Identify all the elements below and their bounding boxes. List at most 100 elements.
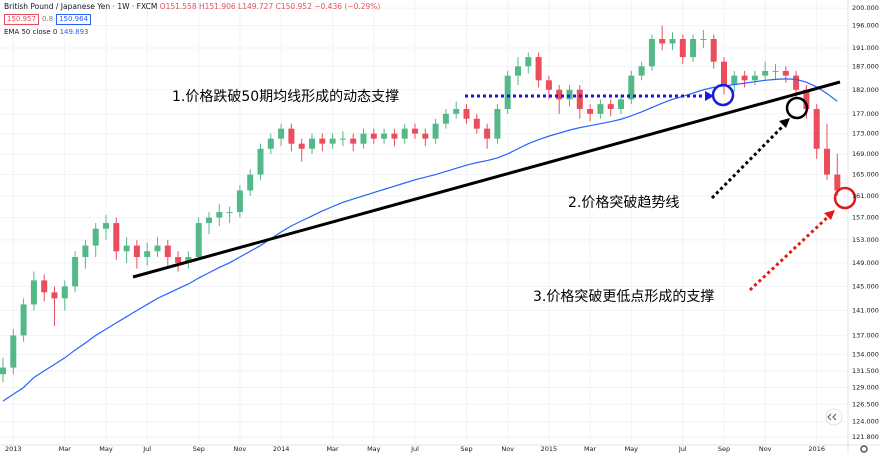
candle-body	[690, 38, 697, 58]
candle	[721, 57, 727, 95]
candle-body	[113, 223, 120, 252]
candle	[51, 286, 58, 327]
candle-body	[175, 257, 182, 263]
candle-body	[432, 123, 439, 139]
candle	[298, 138, 305, 162]
red-dotted-arrow	[748, 212, 833, 292]
candle	[638, 61, 645, 81]
candle	[772, 64, 779, 81]
candle	[123, 237, 130, 263]
y-tick-label: 131.500	[852, 367, 879, 375]
candle	[370, 128, 377, 144]
x-tick-label: Nov	[759, 445, 772, 453]
candle	[813, 104, 820, 159]
candle	[206, 212, 212, 235]
candle-body	[607, 104, 614, 109]
candle-body	[0, 367, 6, 375]
x-tick-label: Sep	[460, 445, 472, 453]
ask[interactable]: 150.964	[56, 14, 92, 25]
y-tick-label: 196.000	[852, 22, 879, 30]
y-tick-label: 161.000	[852, 192, 879, 200]
candle	[731, 70, 738, 93]
candle-body	[576, 89, 583, 109]
candle-body	[370, 133, 377, 139]
candle-body	[803, 89, 810, 109]
candle-body	[30, 280, 37, 305]
candle-body	[545, 80, 552, 90]
candle	[103, 214, 109, 240]
candle	[412, 123, 418, 139]
indicator: EMA 50 close 0	[4, 28, 58, 36]
y-tick-label: 134.000	[852, 351, 879, 359]
candle-body	[123, 245, 130, 252]
candle-body	[504, 75, 511, 109]
candle-body	[82, 245, 89, 258]
settings-button[interactable]	[860, 445, 868, 453]
candle-body	[422, 133, 429, 139]
y-tick-label: 153.000	[852, 236, 879, 244]
y-tick-label: 145.000	[852, 282, 879, 290]
ohlc: O151.558 H151.906 L149.727 C150.952 −0.4…	[159, 2, 381, 11]
candle-body	[700, 38, 707, 40]
candle	[535, 52, 542, 88]
candle-body	[20, 304, 27, 336]
candle-body	[412, 128, 418, 134]
x-tick-label: 2015	[541, 445, 558, 453]
candle	[751, 70, 758, 86]
candle	[545, 75, 552, 100]
candle-body	[401, 128, 408, 139]
y-tick-label: 191.000	[852, 44, 879, 52]
candle-body	[628, 75, 635, 100]
x-tick-label: 2013	[5, 445, 22, 453]
x-tick-label: Nov	[501, 445, 514, 453]
candle-body	[216, 212, 223, 218]
candle-body	[741, 75, 748, 81]
x-tick-label: Mar	[326, 445, 339, 453]
candle	[401, 123, 408, 144]
candle-body	[154, 245, 161, 252]
candle-body	[721, 61, 727, 86]
candle-body	[648, 38, 655, 67]
x-tick-label: Mar	[59, 445, 72, 453]
candle-body	[236, 190, 243, 213]
candle	[463, 104, 470, 124]
arrow-head	[779, 118, 790, 128]
candle	[576, 85, 583, 119]
candle-body	[61, 286, 68, 299]
y-tick-label: 169.000	[852, 150, 879, 158]
candle-body	[793, 75, 800, 90]
candle	[82, 239, 89, 269]
candle-body	[288, 128, 295, 144]
candle	[484, 123, 491, 149]
candle-body	[463, 108, 470, 119]
candle-body	[473, 118, 480, 129]
indicator-line: EMA 50 close 0 149.893	[4, 28, 89, 36]
candle	[360, 128, 367, 149]
annotation: 3.价格突破更低点形成的支撑	[533, 289, 714, 305]
candle-body	[164, 245, 171, 258]
bid[interactable]: 150.957	[4, 14, 39, 25]
candle	[473, 113, 480, 134]
candle-body	[185, 257, 192, 263]
candle	[267, 133, 274, 154]
candle	[556, 85, 563, 114]
candle	[309, 133, 315, 154]
candle-body	[92, 228, 99, 246]
x-tick-label: 2014	[273, 445, 290, 453]
candle	[587, 104, 594, 122]
candle	[762, 61, 769, 81]
candle	[20, 298, 27, 342]
candle	[494, 104, 501, 144]
candle	[113, 217, 120, 260]
candle	[597, 99, 604, 119]
candle-body	[638, 66, 645, 76]
candle-body	[226, 212, 233, 214]
candle-body	[710, 38, 717, 62]
candle	[453, 101, 460, 119]
candle-body	[731, 75, 738, 86]
scroll-button[interactable]	[825, 408, 843, 426]
candle	[648, 34, 655, 71]
y-tick-label: 157.000	[852, 214, 879, 222]
candle	[164, 239, 171, 266]
candle-body	[257, 148, 264, 175]
